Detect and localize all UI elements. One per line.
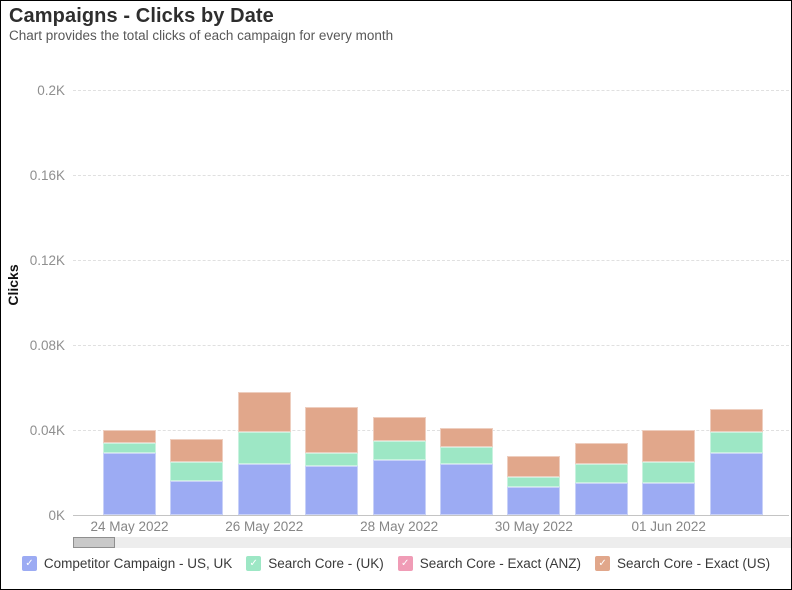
x-tick-label: 30 May 2022	[494, 519, 573, 534]
bar-segment[interactable]	[372, 440, 426, 460]
gridline-0.12K	[73, 260, 789, 261]
bar-segment[interactable]	[440, 427, 493, 447]
x-tick-label: 24 May 2022	[90, 519, 169, 534]
bar-segment[interactable]	[709, 453, 763, 515]
y-tick-label: 0.08K	[29, 338, 65, 353]
bar-segment[interactable]	[574, 442, 628, 464]
bar-segment[interactable]	[305, 466, 359, 515]
x-tick-label: 26 May 2022	[225, 519, 304, 534]
bar-segment[interactable]	[507, 487, 561, 515]
legend-item[interactable]: ✓ Search Core - Exact (ANZ)	[397, 556, 582, 571]
bar-segment[interactable]	[507, 455, 561, 477]
bar-segment[interactable]	[237, 391, 291, 433]
bar-segment[interactable]	[170, 461, 224, 481]
bar-segment[interactable]	[642, 430, 696, 462]
bar-segment[interactable]	[642, 461, 696, 484]
bar-segment[interactable]	[372, 459, 426, 515]
bar-segment[interactable]	[642, 483, 696, 515]
y-tick-label: 0.16K	[29, 168, 65, 183]
bar-segment[interactable]	[103, 430, 156, 443]
y-tick-label: 0.2K	[37, 83, 65, 98]
legend-item[interactable]: ✓ Search Core - (UK)	[246, 556, 384, 571]
checkmark-icon[interactable]: ✓	[595, 556, 611, 571]
legend-item-label: Competitor Campaign - US, UK	[43, 556, 233, 571]
bar-segment[interactable]	[103, 442, 156, 454]
bar-segment[interactable]	[170, 438, 224, 462]
legend-item-label: Search Core - Exact (ANZ)	[419, 556, 582, 571]
y-tick-label: 0K	[48, 508, 65, 523]
page-subtitle: Chart provides the total clicks of each …	[9, 28, 394, 43]
checkmark-icon[interactable]: ✓	[246, 556, 262, 571]
bar-segment[interactable]	[574, 464, 628, 484]
chart-scrollbar-track[interactable]	[73, 537, 791, 548]
bar-segment[interactable]	[237, 432, 291, 464]
gridline-0.2K	[73, 90, 789, 91]
bar-segment[interactable]	[440, 464, 493, 515]
x-tick-label: 01 Jun 2022	[631, 519, 706, 534]
page-title: Campaigns - Clicks by Date	[9, 5, 274, 27]
checkmark-icon[interactable]: ✓	[21, 556, 37, 571]
bar-segment[interactable]	[709, 432, 763, 454]
bar-segment[interactable]	[103, 453, 156, 515]
gridline-0.04K	[73, 430, 789, 431]
gridline-0.08K	[73, 345, 789, 346]
bar-segment[interactable]	[372, 417, 426, 441]
scrollbar-thumb[interactable]	[73, 537, 115, 548]
x-tick-label: 28 May 2022	[360, 519, 439, 534]
bar-segment[interactable]	[507, 476, 561, 488]
bar-segment[interactable]	[574, 483, 628, 515]
y-tick-label: 0.12K	[29, 253, 65, 268]
checkmark-icon[interactable]: ✓	[397, 556, 413, 571]
y-axis-title: Clicks	[5, 264, 21, 306]
chart-legend: ✓ Competitor Campaign - US, UK ✓ Search Cor…	[1, 556, 791, 571]
bar-segment[interactable]	[709, 408, 763, 433]
gridline-0K	[73, 515, 789, 516]
legend-item-label: Search Core - Exact (US)	[617, 556, 771, 571]
bar-segment[interactable]	[305, 406, 359, 454]
legend-item-label: Search Core - (UK)	[268, 556, 384, 571]
bar-segment[interactable]	[440, 447, 493, 464]
legend-item[interactable]: ✓ Competitor Campaign - US, UK	[21, 556, 233, 571]
bar-segment[interactable]	[237, 464, 291, 515]
y-tick-label: 0.04K	[29, 423, 65, 438]
gridline-0.16K	[73, 175, 789, 176]
legend-item[interactable]: ✓ Search Core - Exact (US)	[595, 556, 770, 571]
bar-segment[interactable]	[170, 481, 224, 515]
bar-segment[interactable]	[305, 453, 359, 467]
